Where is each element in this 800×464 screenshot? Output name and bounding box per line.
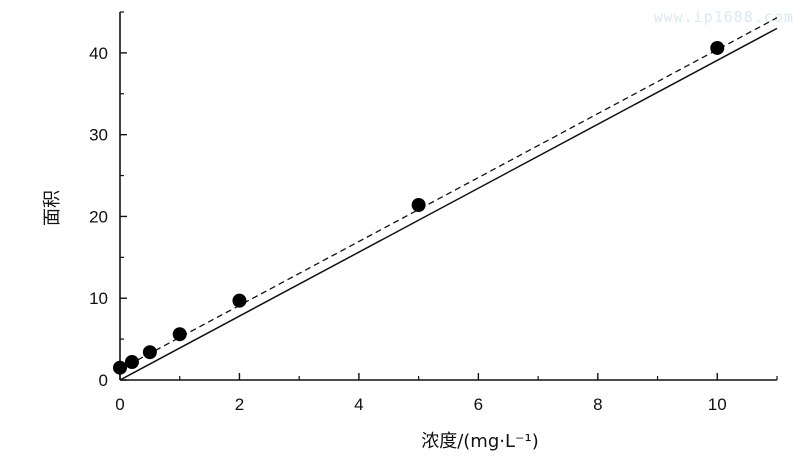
data-point — [411, 197, 426, 212]
x-tick-label: 4 — [354, 395, 363, 414]
y-axis-title: 面积 — [42, 190, 63, 226]
tick-labels: 0 2 4 6 8 10 0 10 20 30 40 — [89, 44, 727, 414]
data-point — [124, 355, 139, 370]
data-point — [172, 327, 187, 342]
fit-lines — [119, 17, 778, 381]
x-tick-label: 2 — [235, 395, 244, 414]
data-points — [113, 40, 725, 375]
data-point — [142, 345, 157, 360]
x-axis-title: 浓度/(mg·L⁻¹) — [421, 431, 539, 452]
watermark: www.ip1688.com — [653, 8, 794, 26]
dashed-line — [119, 17, 778, 370]
y-tick-label: 30 — [89, 126, 108, 145]
x-tick-label: 10 — [708, 395, 727, 414]
x-tick-label: 6 — [474, 395, 483, 414]
data-point — [113, 360, 127, 375]
axes — [119, 11, 778, 381]
y-tick-label: 40 — [89, 44, 108, 63]
solid-line — [119, 27, 778, 381]
data-point — [710, 40, 725, 55]
data-point — [232, 293, 247, 308]
y-tick-label: 0 — [99, 371, 108, 390]
x-tick-label: 8 — [593, 395, 602, 414]
y-tick-label: 20 — [89, 207, 108, 226]
x-tick-label: 0 — [115, 395, 124, 414]
y-tick-label: 10 — [89, 289, 108, 308]
